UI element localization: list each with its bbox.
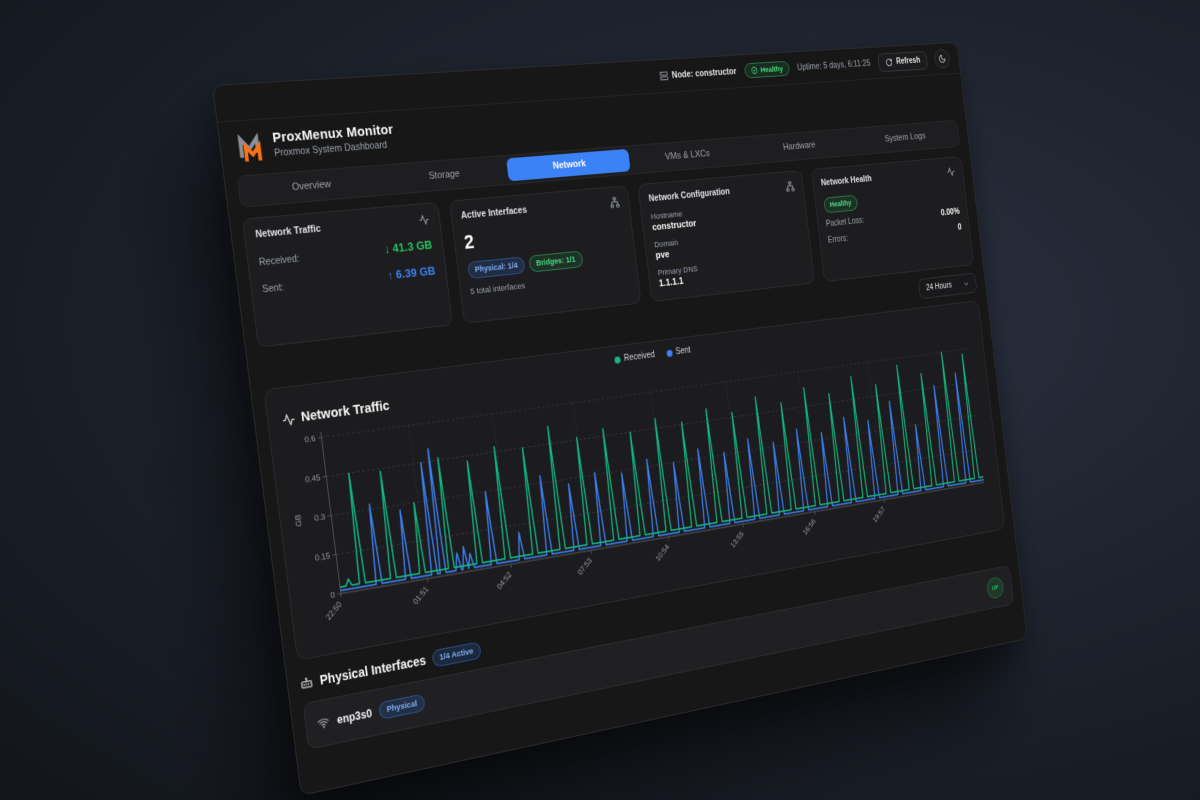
errors-label: Errors:	[827, 233, 849, 245]
server-icon	[659, 71, 669, 82]
svg-text:0.15: 0.15	[314, 551, 331, 563]
legend-received: Received	[614, 350, 655, 365]
packet-loss-value: 0.00%	[940, 206, 961, 218]
activity-icon	[946, 166, 955, 177]
active-interfaces-card: Active Interfaces 2 Physical: 1/4 Bridge…	[448, 185, 642, 324]
legend-received-dot	[614, 355, 621, 364]
legend-received-label: Received	[623, 350, 656, 364]
bridges-count-badge: Bridges: 1/1	[528, 250, 584, 273]
ethernet-port-icon	[299, 675, 314, 691]
health-status-label: Healthy	[760, 64, 784, 74]
sent-value: ↑ 6.39 GB	[386, 263, 437, 283]
active-interfaces-badge: 1/4 Active	[431, 641, 482, 668]
active-interfaces-card-title: Active Interfaces	[460, 204, 528, 222]
node-indicator: Node: constructor	[659, 66, 737, 81]
tab-overview[interactable]: Overview	[291, 178, 332, 194]
app-title-block: ProxMenux Monitor Proxmox System Dashboa…	[271, 121, 395, 158]
packet-loss-label: Packet Loss:	[825, 215, 865, 229]
network-configuration-card-title: Network Configuration	[648, 186, 731, 204]
tab-hardware[interactable]: Hardware	[782, 139, 816, 153]
tab-system-logs[interactable]: System Logs	[884, 131, 927, 145]
tab-storage[interactable]: Storage	[428, 168, 461, 182]
health-status-badge: Healthy	[743, 60, 790, 79]
theme-toggle-button[interactable]	[933, 48, 951, 69]
time-range-value: 24 Hours	[925, 280, 953, 293]
network-configuration-card: Network Configuration Hostname construct…	[637, 170, 815, 303]
legend-sent-dot	[666, 349, 673, 357]
received-value: ↓ 41.3 GB	[383, 237, 433, 256]
svg-text:0: 0	[330, 590, 336, 601]
moon-icon	[938, 54, 947, 64]
svg-text:07:53: 07:53	[576, 556, 594, 577]
activity-icon	[281, 412, 296, 428]
health-card-status-badge: Healthy	[822, 194, 859, 214]
svg-text:22:50: 22:50	[324, 599, 344, 622]
svg-text:16:56: 16:56	[801, 517, 817, 537]
tab-network[interactable]: Network	[506, 148, 631, 182]
sent-label: Sent:	[261, 281, 285, 296]
physical-count-badge: Physical: 1/4	[466, 256, 526, 279]
refresh-button[interactable]: Refresh	[877, 50, 929, 72]
network-traffic-chart: 0 0.15 0.3 0.45 0.6 22:50 01:51 04:52 07:53 10:54…	[293, 335, 998, 622]
interface-status-badge: UP	[985, 575, 1005, 600]
network-icon	[785, 181, 795, 193]
svg-text:01:51: 01:51	[411, 584, 430, 606]
time-range-select[interactable]: 24 Hours	[917, 272, 978, 300]
svg-text:19:57: 19:57	[871, 505, 886, 525]
network-traffic-chart-card: Received Sent Network Traffic 0 0.15 0.3 0.…	[263, 300, 1006, 661]
wifi-icon	[317, 715, 331, 730]
app-logo-icon	[233, 129, 267, 163]
network-traffic-card: Network Traffic Received: ↓ 41.3 GB Sent…	[242, 201, 453, 348]
received-label: Received:	[258, 253, 301, 269]
network-health-card-title: Network Health	[820, 173, 873, 189]
svg-text:04:52: 04:52	[495, 570, 514, 592]
legend-sent: Sent	[666, 346, 691, 358]
errors-value: 0	[957, 221, 962, 232]
legend-sent-label: Sent	[675, 345, 692, 357]
dashboard-window: Node: constructor Healthy Uptime: 5 days…	[212, 41, 1028, 796]
node-label: Node: constructor	[671, 66, 738, 81]
refresh-label: Refresh	[895, 55, 921, 66]
svg-text:10:54: 10:54	[654, 542, 671, 563]
network-icon	[609, 196, 620, 208]
network-health-card: Network Health Healthy Packet Loss: 0.00…	[810, 156, 975, 283]
svg-text:0.3: 0.3	[314, 511, 326, 522]
interface-name: enp3s0	[336, 706, 373, 727]
svg-text:GB: GB	[293, 514, 304, 528]
svg-text:0.45: 0.45	[305, 472, 322, 484]
activity-icon	[418, 214, 430, 227]
interface-type-badge: Physical	[378, 693, 426, 720]
check-circle-icon	[750, 66, 758, 75]
svg-text:0.6: 0.6	[304, 433, 316, 444]
refresh-cw-icon	[885, 57, 893, 66]
uptime-label: Uptime: 5 days, 6:11:25	[796, 58, 871, 73]
svg-text:13:55: 13:55	[729, 529, 746, 549]
chevron-down-icon	[963, 279, 970, 288]
tab-vms-lxcs[interactable]: VMs & LXCs	[664, 148, 711, 163]
network-traffic-card-title: Network Traffic	[254, 223, 322, 241]
